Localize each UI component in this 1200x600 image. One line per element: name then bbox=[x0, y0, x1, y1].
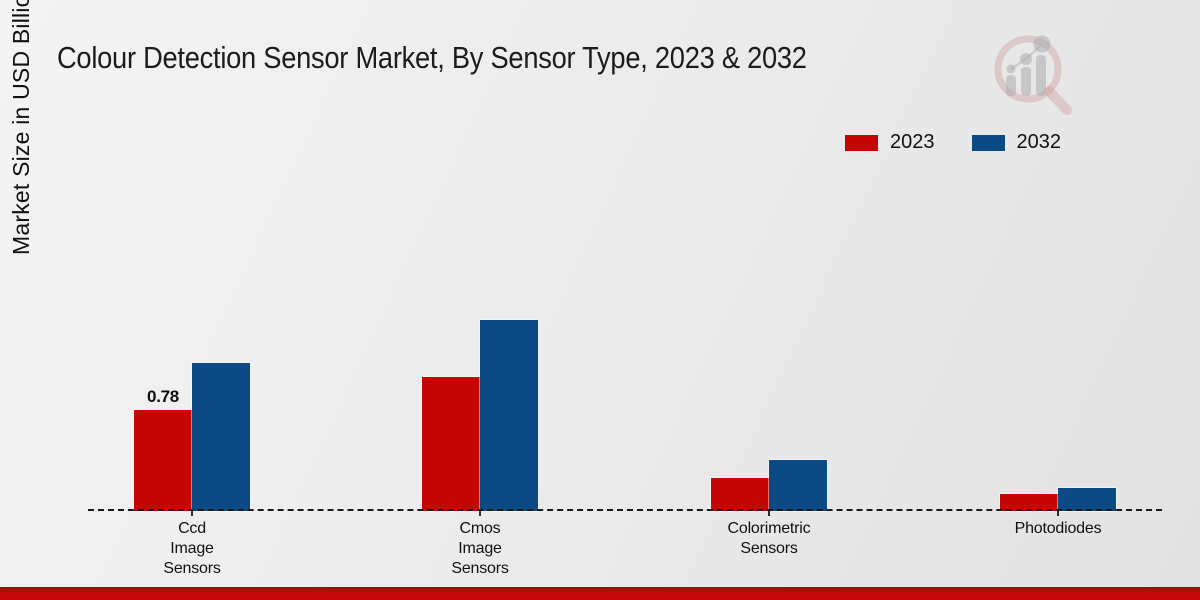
bar-2023-cmos-image-sensors bbox=[422, 377, 480, 511]
mrfr-logo-watermark bbox=[994, 35, 1072, 115]
legend-item-2023: 2023 bbox=[845, 131, 935, 154]
legend-label-2023: 2023 bbox=[890, 131, 935, 153]
category-label-colorimetric-sensors: Colorimetric Sensors bbox=[727, 520, 811, 557]
chart-title: Colour Detection Sensor Market, By Senso… bbox=[57, 40, 807, 75]
bar-2023-photodiodes bbox=[1000, 494, 1058, 511]
legend: 2023 2032 bbox=[845, 131, 1061, 154]
y-axis-label: Market Size in USD Billion bbox=[8, 0, 34, 255]
legend-swatch-2032 bbox=[971, 134, 1005, 151]
bar-2032-colorimetric-sensors bbox=[769, 460, 827, 511]
legend-item-2032: 2032 bbox=[971, 131, 1062, 154]
x-axis-tick bbox=[1057, 511, 1059, 516]
x-axis-tick bbox=[191, 511, 193, 516]
bar-2023-ccd-image-sensors bbox=[134, 410, 192, 511]
bar-value-label: 0.78 bbox=[147, 387, 179, 406]
x-axis-baseline bbox=[88, 509, 1162, 511]
bottom-red-bar bbox=[0, 587, 1200, 600]
bar-2032-ccd-image-sensors bbox=[192, 363, 250, 511]
category-label-ccd-image-sensors: Ccd Image Sensors bbox=[163, 520, 221, 577]
category-label-photodiodes: Photodiodes bbox=[1014, 520, 1102, 537]
legend-swatch-2023 bbox=[845, 134, 878, 151]
category-label-cmos-image-sensors: Cmos Image Sensors bbox=[451, 520, 509, 577]
x-axis-tick bbox=[479, 511, 481, 516]
legend-label-2032: 2032 bbox=[1016, 131, 1062, 153]
bar-2032-photodiodes bbox=[1058, 488, 1116, 511]
bar-2032-cmos-image-sensors bbox=[480, 320, 538, 511]
x-axis-tick bbox=[768, 511, 770, 516]
bar-2023-colorimetric-sensors bbox=[711, 478, 769, 511]
